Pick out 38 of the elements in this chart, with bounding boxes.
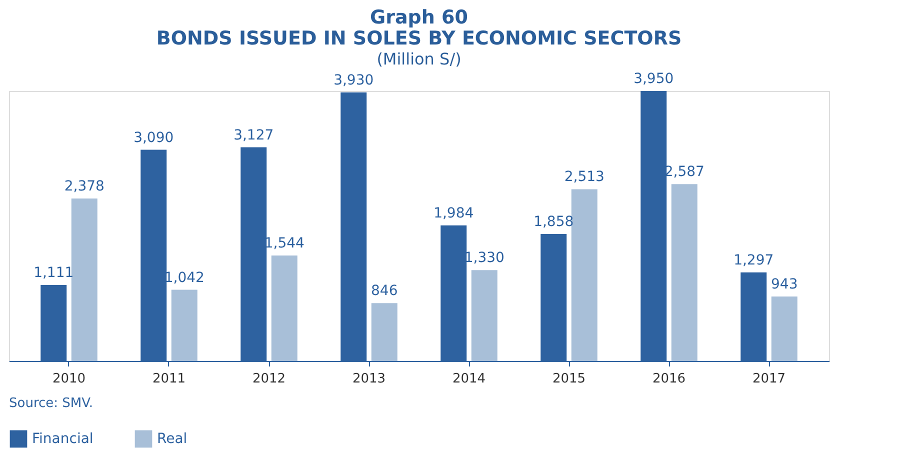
data-label: 1,984 [434,205,474,222]
x-tick-label: 2015 [552,372,586,386]
data-label: 3,930 [334,72,374,88]
x-tick-label: 2010 [52,372,86,386]
data-label: 3,950 [634,71,674,87]
bar [671,184,698,361]
data-label: 1,042 [164,270,204,286]
bar [471,270,498,361]
bar [371,303,398,361]
data-label: 943 [771,276,798,293]
data-label: 1,111 [34,265,74,282]
data-label: 3,090 [134,130,174,146]
legend-label: Financial [32,430,94,447]
bar [171,290,198,361]
x-tick-label: 2014 [452,372,486,386]
data-label: 2,587 [664,164,704,180]
x-tick-label: 2013 [352,372,386,386]
bar [71,198,98,361]
x-tick-label: 2012 [252,372,286,386]
x-tick-label: 2011 [152,372,186,386]
data-label: 2,378 [64,178,104,194]
y-axis-title: (Million S/) [376,50,462,68]
bar [771,296,798,361]
data-label: 2,513 [564,169,604,186]
x-tick-label: 2016 [652,372,686,386]
data-label: 1,858 [534,214,574,230]
data-label: 3,127 [234,127,274,144]
data-label: 846 [371,283,398,300]
data-label: 1,330 [464,250,504,266]
data-label: 1,297 [734,252,774,268]
chart-title: Graph 60 [370,6,468,28]
chart-subtitle: BONDS ISSUED IN SOLES BY ECONOMIC SECTORS [156,28,682,50]
source-note: Source: SMV. [9,396,93,411]
data-label: 1,544 [264,235,305,252]
x-tick-label: 2017 [752,372,786,386]
legend-label: Real [157,430,188,447]
bar [571,189,598,361]
bar [271,255,298,361]
